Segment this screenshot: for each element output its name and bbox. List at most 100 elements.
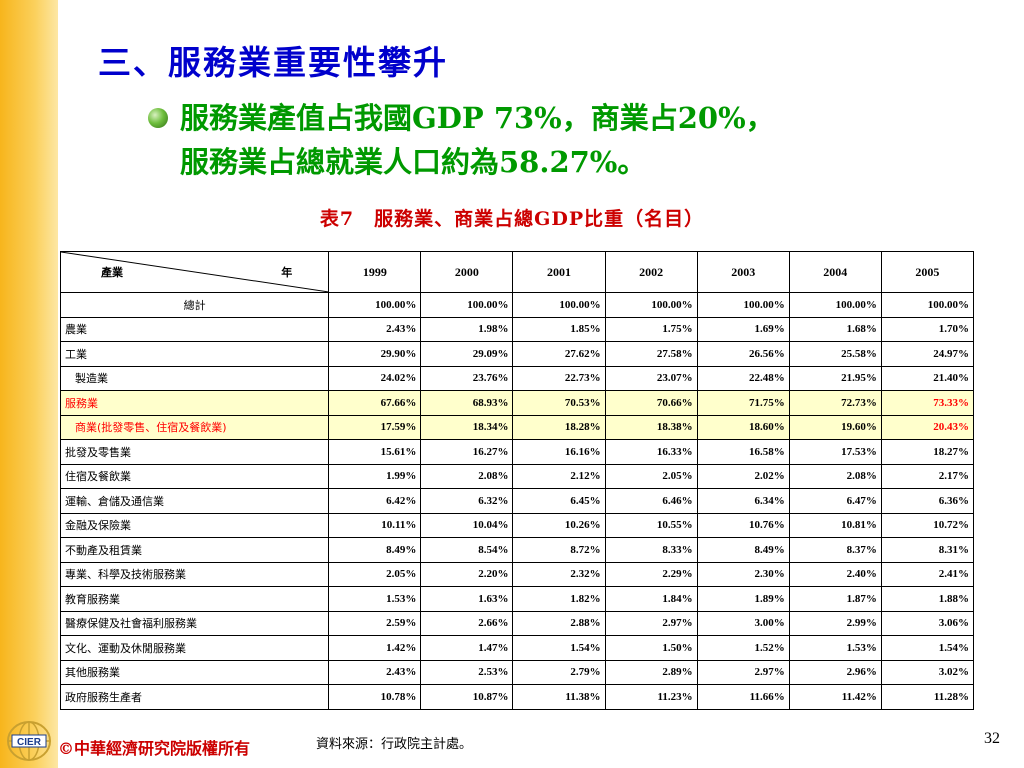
year-header: 1999	[328, 251, 422, 293]
year-header: 2000	[420, 251, 514, 293]
row-label: 政府服務生產者	[59, 684, 330, 710]
table-row-highlighted: 商業(批發零售、住宿及餐飲業) 17.59% 18.34% 18.28% 18.…	[59, 414, 975, 440]
table-cell: 10.11%	[328, 512, 422, 538]
table-cell: 11.28%	[880, 684, 975, 710]
table-cell: 2.96%	[788, 659, 882, 685]
table-cell: 10.76%	[696, 512, 790, 538]
bullet-line-1: 服務業產值占我國GDP 73%，商業占20%，	[180, 101, 775, 135]
table-cell: 100.00%	[512, 292, 606, 318]
table-cell: 6.32%	[420, 488, 514, 514]
row-label: 金融及保險業	[59, 512, 330, 538]
table-cell: 2.66%	[420, 610, 514, 636]
row-label: 製造業	[59, 365, 330, 391]
table-cell: 8.31%	[880, 537, 975, 563]
table-cell: 8.37%	[788, 537, 882, 563]
table-header-row: 產業 年 1999 2000 2001 2002 2003 2004 2005	[59, 251, 975, 293]
year-header: 2002	[604, 251, 698, 293]
table-cell: 2.41%	[880, 561, 975, 587]
table-cell: 26.56%	[696, 341, 790, 367]
table-cell: 73.33%	[880, 390, 975, 416]
table-cell: 2.89%	[604, 659, 698, 685]
table-cell: 1.47%	[420, 635, 514, 661]
table-cell: 6.45%	[512, 488, 606, 514]
table-cell: 20.43%	[880, 414, 975, 440]
table-cell: 18.27%	[880, 439, 975, 465]
table-row: 金融及保險業 10.11% 10.04% 10.26% 10.55% 10.76…	[59, 512, 975, 538]
table-cell: 10.72%	[880, 512, 975, 538]
table-cell: 1.42%	[328, 635, 422, 661]
table-cell: 18.34%	[420, 414, 514, 440]
table-cell: 2.99%	[788, 610, 882, 636]
table-cell: 16.27%	[420, 439, 514, 465]
corner-label-year: 年	[281, 266, 293, 279]
table-cell: 23.07%	[604, 365, 698, 391]
table-cell: 2.88%	[512, 610, 606, 636]
table-cell: 2.20%	[420, 561, 514, 587]
table-cell: 10.26%	[512, 512, 606, 538]
cier-globe-logo-icon: CIER	[4, 718, 54, 764]
table-cell: 2.97%	[696, 659, 790, 685]
table-cell: 29.90%	[328, 341, 422, 367]
table-cell: 10.87%	[420, 684, 514, 710]
table-cell: 1.75%	[604, 316, 698, 342]
table-cell: 8.33%	[604, 537, 698, 563]
table-cell: 29.09%	[420, 341, 514, 367]
bullet-line-2: 服務業占總就業人口約為58.27%。	[180, 145, 647, 179]
table-cell: 1.70%	[880, 316, 975, 342]
corner-diagonal-line	[61, 252, 328, 292]
table-cell: 16.16%	[512, 439, 606, 465]
table-cell: 2.59%	[328, 610, 422, 636]
table-cell: 19.60%	[788, 414, 882, 440]
table-cell: 27.58%	[604, 341, 698, 367]
corner-label-industry: 產業	[101, 266, 123, 279]
table-cell: 17.53%	[788, 439, 882, 465]
table-cell: 11.42%	[788, 684, 882, 710]
table-cell: 2.32%	[512, 561, 606, 587]
row-label: 醫療保健及社會福利服務業	[59, 610, 330, 636]
row-label: 工業	[59, 341, 330, 367]
table-cell: 2.40%	[788, 561, 882, 587]
gdp-share-table: 產業 年 1999 2000 2001 2002 2003 2004 2005 …	[59, 251, 975, 710]
table-cell: 10.04%	[420, 512, 514, 538]
table-row: 政府服務生產者 10.78% 10.87% 11.38% 11.23% 11.6…	[59, 684, 975, 710]
table-cell: 16.33%	[604, 439, 698, 465]
row-label: 批發及零售業	[59, 439, 330, 465]
table-cell: 100.00%	[328, 292, 422, 318]
row-label: 總計	[59, 292, 330, 318]
row-label: 農業	[59, 316, 330, 342]
table-cell: 18.60%	[696, 414, 790, 440]
table-cell: 1.53%	[788, 635, 882, 661]
table-cell: 23.76%	[420, 365, 514, 391]
table-cell: 6.42%	[328, 488, 422, 514]
row-label: 服務業	[59, 390, 330, 416]
row-label: 不動產及租賃業	[59, 537, 330, 563]
row-label: 其他服務業	[59, 659, 330, 685]
table-cell: 2.97%	[604, 610, 698, 636]
table-cell: 8.49%	[696, 537, 790, 563]
table-row: 運輸、倉儲及通信業 6.42% 6.32% 6.45% 6.46% 6.34% …	[59, 488, 975, 514]
table-cell: 24.97%	[880, 341, 975, 367]
row-label: 專業、科學及技術服務業	[59, 561, 330, 587]
table-cell: 24.02%	[328, 365, 422, 391]
table-cell: 100.00%	[420, 292, 514, 318]
table-row: 製造業 24.02% 23.76% 22.73% 23.07% 22.48% 2…	[59, 365, 975, 391]
table-cell: 70.53%	[512, 390, 606, 416]
row-label: 運輸、倉儲及通信業	[59, 488, 330, 514]
table-row: 不動產及租賃業 8.49% 8.54% 8.72% 8.33% 8.49% 8.…	[59, 537, 975, 563]
table-cell: 100.00%	[696, 292, 790, 318]
table-cell: 2.12%	[512, 463, 606, 489]
table-cell: 8.54%	[420, 537, 514, 563]
table-cell: 1.54%	[880, 635, 975, 661]
footer-copyright: ©中華經濟研究院版權所有	[58, 739, 251, 758]
table-cell: 22.48%	[696, 365, 790, 391]
green-sphere-bullet-icon	[148, 108, 168, 128]
table-cell: 72.73%	[788, 390, 882, 416]
table-cell: 10.78%	[328, 684, 422, 710]
table-cell: 1.82%	[512, 586, 606, 612]
row-label: 教育服務業	[59, 586, 330, 612]
table-corner-cell: 產業 年	[59, 251, 330, 293]
table-container: 產業 年 1999 2000 2001 2002 2003 2004 2005 …	[59, 251, 975, 710]
table-cell: 1.85%	[512, 316, 606, 342]
table-cell: 100.00%	[604, 292, 698, 318]
table-row: 專業、科學及技術服務業 2.05% 2.20% 2.32% 2.29% 2.30…	[59, 561, 975, 587]
